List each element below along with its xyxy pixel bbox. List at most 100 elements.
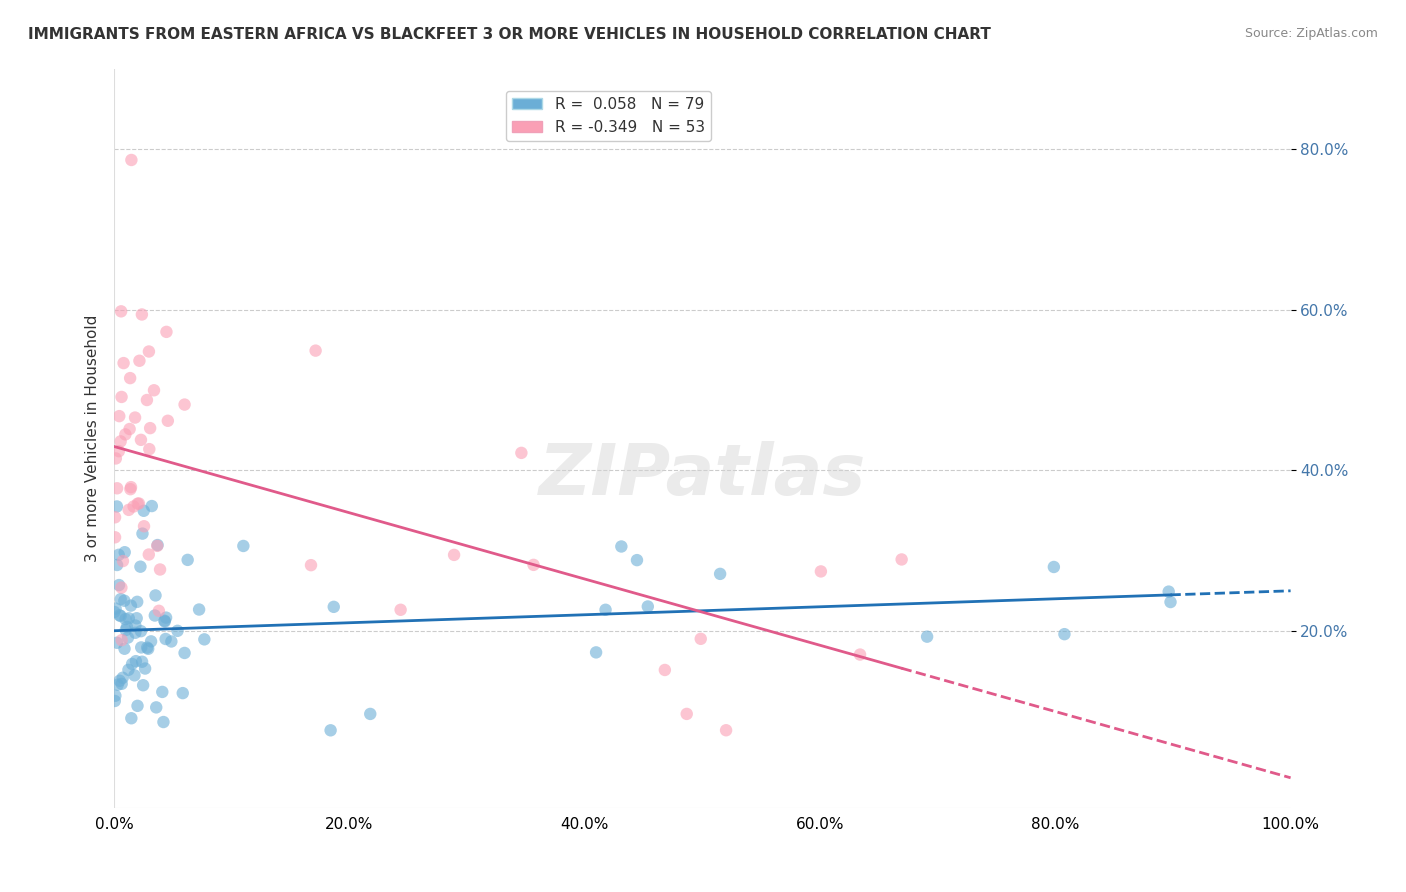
Point [125, 654, 148, 668]
Point [810, 565, 832, 579]
Point [105, 481, 128, 495]
Point [104, 601, 127, 615]
Point [105, 500, 128, 514]
Point [172, 686, 194, 700]
Point [122, 500, 145, 514]
Point [111, 677, 134, 691]
Point [114, 612, 136, 626]
Text: ZIPatlas: ZIPatlas [538, 441, 866, 509]
Point [132, 678, 155, 692]
Point [173, 646, 195, 660]
Point [322, 599, 344, 614]
Point [110, 592, 132, 607]
Point [128, 353, 150, 368]
Point [104, 689, 127, 703]
Point [105, 636, 128, 650]
Point [135, 392, 157, 407]
Point [108, 673, 131, 688]
Point [146, 539, 169, 553]
Point [155, 610, 177, 624]
Point [149, 562, 172, 576]
Y-axis label: 3 or more Vehicles in Household: 3 or more Vehicles in Household [86, 314, 100, 562]
Point [118, 611, 141, 625]
Point [153, 615, 176, 629]
Point [585, 645, 607, 659]
Point [173, 398, 195, 412]
Point [111, 633, 134, 648]
Point [138, 442, 160, 457]
Point [359, 706, 381, 721]
Point [117, 663, 139, 677]
Point [120, 480, 142, 494]
Point [675, 706, 697, 721]
Point [104, 694, 127, 708]
Point [709, 566, 731, 581]
Point [193, 632, 215, 647]
Point [389, 603, 412, 617]
Point [114, 623, 136, 637]
Point [166, 624, 188, 638]
Point [120, 599, 142, 613]
Text: IMMIGRANTS FROM EASTERN AFRICA VS BLACKFEET 3 OR MORE VEHICLES IN HOUSEHOLD CORR: IMMIGRANTS FROM EASTERN AFRICA VS BLACKF… [28, 27, 991, 42]
Point [131, 655, 153, 669]
Point [139, 421, 162, 435]
Point [114, 641, 136, 656]
Point [141, 499, 163, 513]
Point [124, 410, 146, 425]
Point [132, 504, 155, 518]
Point [115, 620, 138, 634]
Point [714, 723, 737, 738]
Point [132, 519, 155, 533]
Point [522, 558, 544, 572]
Point [148, 604, 170, 618]
Point [120, 482, 142, 496]
Point [136, 640, 159, 655]
Point [188, 602, 211, 616]
Point [107, 678, 129, 692]
Point [114, 427, 136, 442]
Point [150, 685, 173, 699]
Point [232, 539, 254, 553]
Point [152, 714, 174, 729]
Point [131, 308, 153, 322]
Point [1043, 560, 1066, 574]
Point [1157, 584, 1180, 599]
Point [104, 451, 127, 466]
Point [120, 153, 142, 167]
Point [127, 497, 149, 511]
Point [138, 344, 160, 359]
Point [176, 553, 198, 567]
Point [128, 496, 150, 510]
Point [146, 538, 169, 552]
Point [118, 503, 141, 517]
Point [125, 611, 148, 625]
Point [626, 553, 648, 567]
Point [1160, 595, 1182, 609]
Point [111, 671, 134, 685]
Point [121, 657, 143, 671]
Point [890, 552, 912, 566]
Point [131, 526, 153, 541]
Point [127, 698, 149, 713]
Point [145, 700, 167, 714]
Point [108, 578, 131, 592]
Point [108, 409, 131, 424]
Point [319, 723, 342, 738]
Point [118, 422, 141, 436]
Point [105, 558, 128, 572]
Point [104, 530, 127, 544]
Point [610, 540, 633, 554]
Point [849, 648, 872, 662]
Point [689, 632, 711, 646]
Point [139, 634, 162, 648]
Point [108, 608, 131, 623]
Point [112, 356, 135, 370]
Point [114, 545, 136, 559]
Point [104, 510, 127, 524]
Point [637, 599, 659, 614]
Point [510, 446, 533, 460]
Text: Source: ZipAtlas.com: Source: ZipAtlas.com [1244, 27, 1378, 40]
Point [915, 630, 938, 644]
Point [120, 371, 142, 385]
Point [129, 640, 152, 655]
